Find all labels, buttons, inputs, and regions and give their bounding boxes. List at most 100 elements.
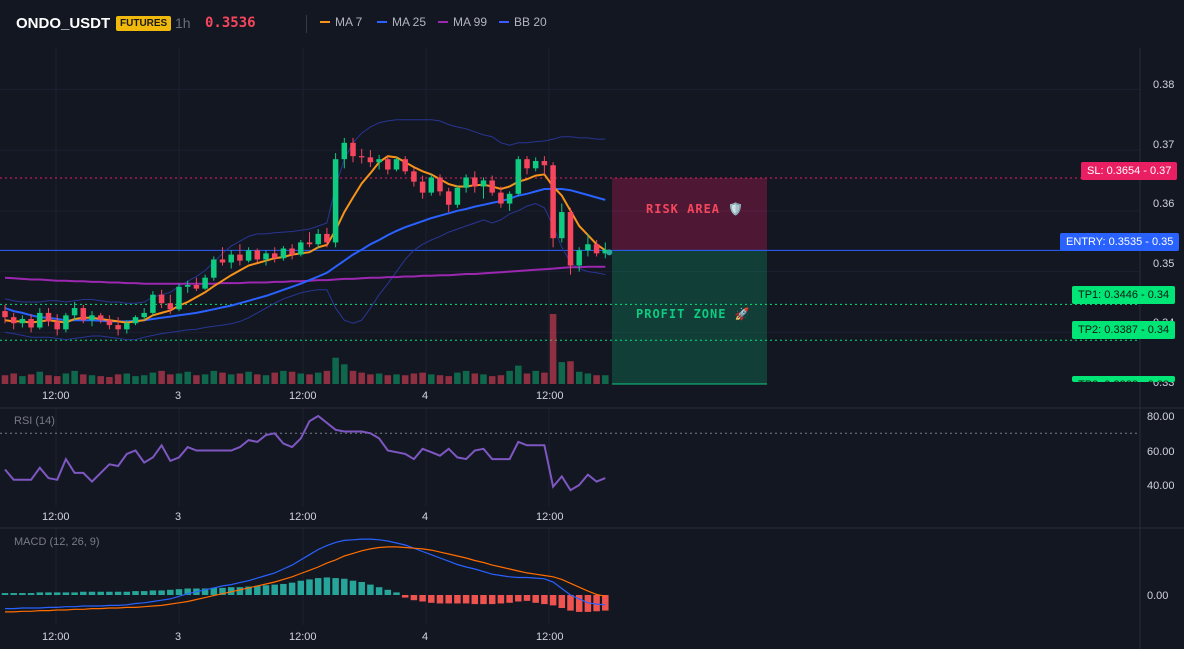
time-tick: 12:00 xyxy=(42,511,70,523)
macd-histogram-bar xyxy=(445,595,452,604)
volume-bar xyxy=(280,370,287,384)
macd-histogram-bar xyxy=(10,593,17,595)
candle-body xyxy=(524,159,530,169)
legend-ma7-label: MA 7 xyxy=(335,15,363,29)
ma7-line xyxy=(4,155,606,324)
volume-bar xyxy=(393,374,400,384)
macd-histogram-bar xyxy=(210,587,218,595)
macd-histogram-bar xyxy=(549,595,557,606)
volume-bar xyxy=(236,373,244,384)
tp3-tag: TP3: 0.3328 - 0.33 xyxy=(1072,376,1176,382)
legend-bb-label: BB 20 xyxy=(514,15,547,29)
candle-body xyxy=(167,303,174,310)
macd-histogram-bar xyxy=(358,582,365,595)
price-tick: 0.35 xyxy=(1153,258,1174,270)
candle-body xyxy=(532,161,539,169)
timeframe-label[interactable]: 1h xyxy=(175,15,191,31)
macd-histogram-bar xyxy=(80,591,87,595)
volume-bar xyxy=(401,375,409,384)
legend-ma7[interactable]: MA 7 xyxy=(320,15,362,29)
candle-body xyxy=(158,294,165,304)
risk-area-label: RISK AREA 🛡️ xyxy=(646,202,745,216)
candle-body xyxy=(376,159,382,163)
legend-ma99-label: MA 99 xyxy=(453,15,488,29)
volume-bar xyxy=(227,374,235,384)
macd-histogram-bar xyxy=(175,589,183,595)
candle-body xyxy=(506,193,513,204)
candle-body xyxy=(393,159,400,170)
candle-body xyxy=(385,159,391,170)
candle-body xyxy=(445,191,452,205)
candle-body xyxy=(10,317,17,324)
volume-bar xyxy=(106,377,113,384)
volume-bar xyxy=(71,370,78,384)
time-tick: 12:00 xyxy=(536,390,564,402)
candle-body xyxy=(306,242,313,245)
legend-bb20[interactable]: BB 20 xyxy=(499,15,547,29)
volume-bar xyxy=(602,375,609,384)
volume-bar xyxy=(201,374,209,384)
macd-histogram-bar xyxy=(280,583,287,595)
volume-bar xyxy=(445,376,452,384)
macd-histogram-bar xyxy=(602,595,609,611)
macd-histogram-bar xyxy=(393,592,400,595)
candle-body xyxy=(289,248,295,255)
macd-pane xyxy=(1,538,609,613)
macd-histogram-bar xyxy=(262,585,270,595)
legend-ma99[interactable]: MA 99 xyxy=(438,15,487,29)
candle-body xyxy=(437,177,443,192)
volume-bar xyxy=(10,373,17,384)
macd-histogram-bar xyxy=(488,595,496,605)
macd-histogram-bar xyxy=(375,587,383,595)
time-tick: 3 xyxy=(175,511,181,523)
macd-histogram-bar xyxy=(332,578,339,595)
rsi-tick: 80.00 xyxy=(1147,411,1175,423)
candle-body xyxy=(37,312,43,328)
macd-histogram-bar xyxy=(245,586,252,595)
candle-body xyxy=(45,312,52,322)
volume-bar xyxy=(314,372,322,384)
macd-histogram-bar xyxy=(254,585,261,595)
symbol-name[interactable]: ONDO_USDT xyxy=(16,15,111,32)
candle-body xyxy=(559,212,565,239)
volume-bar xyxy=(36,371,44,384)
candle-body xyxy=(71,308,78,316)
volume-bar xyxy=(288,371,296,384)
macd-histogram-bar xyxy=(184,588,191,595)
profit-zone-label: PROFIT ZONE 🚀 xyxy=(636,307,751,321)
legend-ma25[interactable]: MA 25 xyxy=(377,15,426,29)
macd-histogram-bar xyxy=(158,590,165,595)
rsi-line xyxy=(4,414,606,492)
bollinger-bands xyxy=(4,119,606,341)
macd-tick: 0.00 xyxy=(1147,590,1168,602)
price-tick: 0.38 xyxy=(1153,79,1174,91)
time-tick: 12:00 xyxy=(289,631,317,643)
volume-bar xyxy=(367,374,374,384)
candle-body xyxy=(402,159,408,172)
macd-histogram-bar xyxy=(541,595,548,605)
macd-histogram-bar xyxy=(19,593,26,595)
volume-bar xyxy=(462,370,470,384)
volume-bar xyxy=(349,370,357,384)
volume-bars xyxy=(1,314,609,384)
macd-histogram-bar xyxy=(384,589,392,595)
macd-histogram-bar xyxy=(575,595,583,612)
legend-ma25-label: MA 25 xyxy=(392,15,427,29)
candle-body xyxy=(141,312,147,318)
futures-badge: FUTURES xyxy=(116,16,172,31)
candle-body xyxy=(593,244,600,254)
candle-body xyxy=(271,253,278,259)
candle-body xyxy=(332,159,339,243)
bb-lower-line xyxy=(4,202,606,341)
candle-body xyxy=(411,171,417,182)
macd-line xyxy=(5,538,606,610)
time-tick: 12:00 xyxy=(536,511,564,523)
time-tick: 12:00 xyxy=(42,631,70,643)
volume-bar xyxy=(306,374,313,384)
rsi-pane xyxy=(0,414,1140,492)
time-tick: 12:00 xyxy=(289,511,317,523)
time-tick: 12:00 xyxy=(42,390,70,402)
volume-bar xyxy=(358,372,365,384)
candle-body xyxy=(115,325,121,330)
